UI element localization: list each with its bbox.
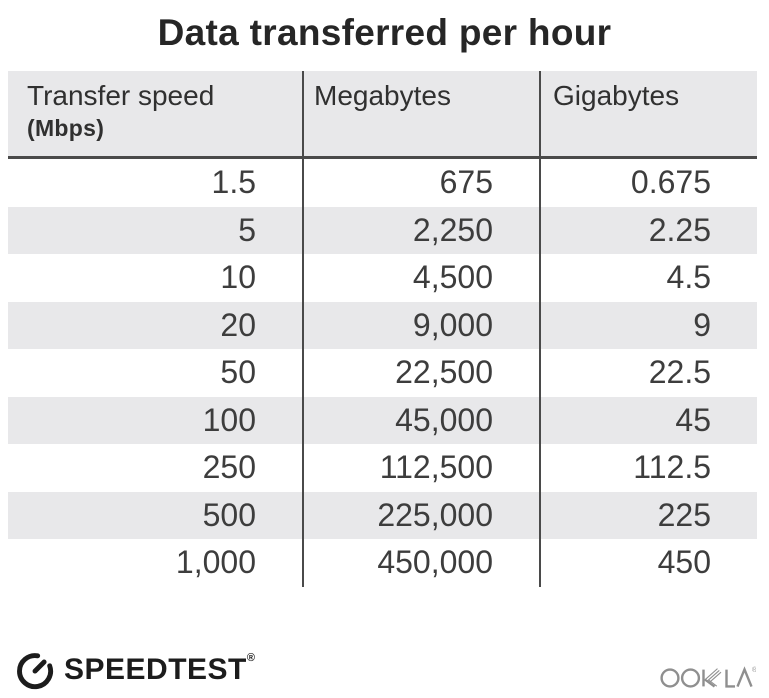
speedtest-gauge-icon [17, 653, 54, 690]
table-row: 1,000 450,000 450 [8, 539, 757, 587]
cell: 100 [202, 401, 256, 438]
header-transfer-speed: Transfer speed (Mbps) [8, 71, 302, 156]
table-row: 20 9,000 9 [8, 301, 757, 349]
cell: 675 [302, 159, 539, 207]
table-row: 5 2,250 2.25 [8, 206, 757, 254]
table-row: 500 225,000 225 [8, 491, 757, 539]
table-row: 10 4,500 4.5 [8, 254, 757, 302]
cell: 250 [202, 449, 256, 486]
cell: 2,250 [302, 206, 539, 254]
cell: 2.25 [539, 206, 757, 254]
table-row: 100 45,000 45 [8, 396, 757, 444]
cell: 112.5 [539, 444, 757, 492]
table-row: 1.5 675 0.675 [8, 159, 757, 207]
cell: 4.5 [539, 254, 757, 302]
table-body: 1.5 675 0.675 5 2,250 2.25 10 4,500 4.5 20 9,000 9 5… [8, 159, 757, 587]
speedtest-wordmark-text: SPEEDTEST [64, 653, 247, 686]
table-row: 50 22,500 22.5 [8, 349, 757, 397]
cell: 5 [238, 211, 256, 248]
header-transfer-speed-label: Transfer speed [27, 80, 215, 111]
ookla-registered-mark: ® [752, 666, 756, 674]
cell: 9,000 [302, 301, 539, 349]
cell: 22,500 [302, 349, 539, 397]
cell: 1.5 [211, 164, 256, 201]
cell: 45,000 [302, 396, 539, 444]
cell: 500 [202, 496, 256, 533]
header-gigabytes: Gigabytes [539, 71, 757, 156]
data-table: Transfer speed (Mbps) Megabytes Gigabyte… [8, 71, 757, 587]
cell: 0.675 [539, 159, 757, 207]
cell: 20 [220, 306, 256, 343]
cell: 9 [539, 301, 757, 349]
table-row: 250 112,500 112.5 [8, 444, 757, 492]
cell: 4,500 [302, 254, 539, 302]
cell: 112,500 [302, 444, 539, 492]
table-header-row: Transfer speed (Mbps) Megabytes Gigabyte… [8, 71, 757, 159]
cell: 225 [539, 491, 757, 539]
cell: 45 [539, 396, 757, 444]
cell: 225,000 [302, 491, 539, 539]
cell: 50 [220, 354, 256, 391]
speedtest-logo: SPEEDTEST® [15, 650, 255, 690]
cell: 22.5 [539, 349, 757, 397]
cell: 10 [220, 259, 256, 296]
header-megabytes: Megabytes [302, 71, 539, 156]
header-transfer-speed-unit: (Mbps) [27, 114, 105, 141]
cell: 450 [539, 539, 757, 587]
cell: 450,000 [302, 539, 539, 587]
speedtest-wordmark: SPEEDTEST® [64, 652, 256, 686]
cell: 1,000 [175, 544, 256, 581]
page-title: Data transferred per hour [157, 12, 612, 53]
ookla-logo: ® [660, 666, 756, 688]
speedtest-registered-mark: ® [246, 652, 256, 664]
